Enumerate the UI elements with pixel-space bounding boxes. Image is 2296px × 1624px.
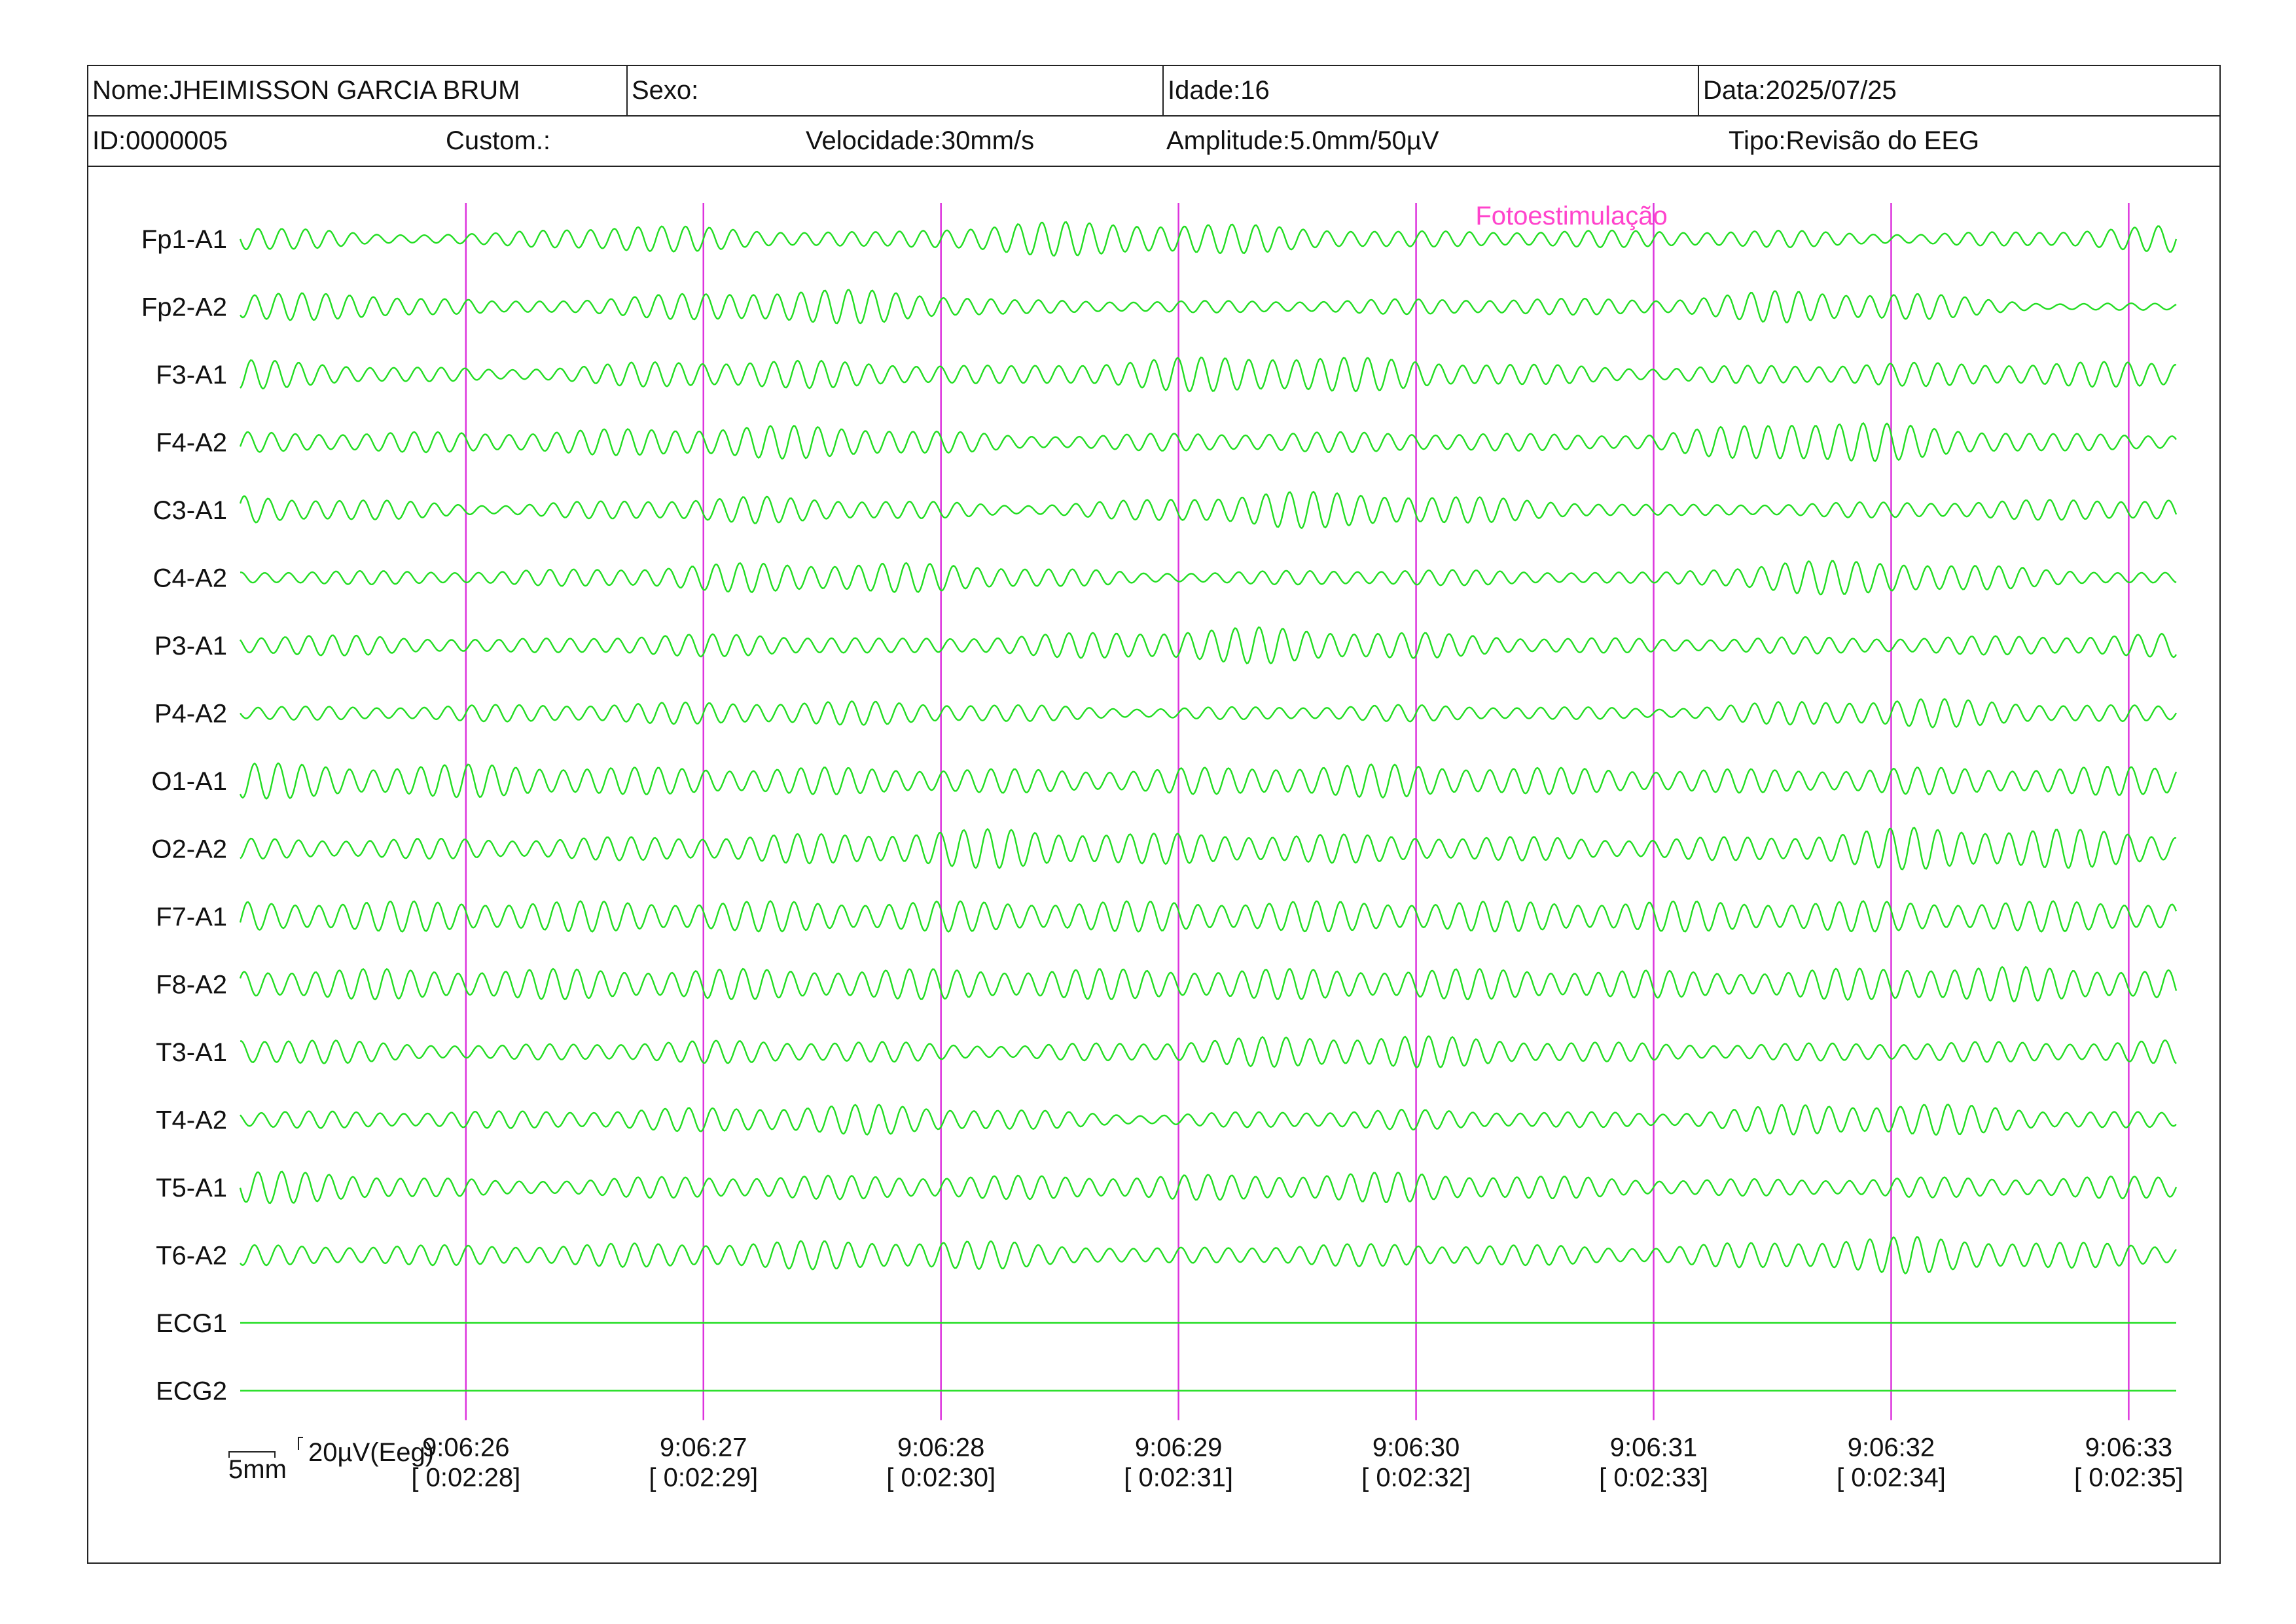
channel-label: Fp2-A2 (141, 293, 227, 322)
eeg-plot-area: 9:06:26[ 0:02:28] 9:06:27[ 0:02:29] 9:06:2… (88, 167, 2219, 1562)
time-clock-label: 9:06:33 (2085, 1434, 2172, 1462)
channel-label: F7-A1 (156, 903, 227, 931)
time-clock-label: 9:06:27 (660, 1434, 747, 1462)
amplitude-scale-label: 20µV(Eeg) (308, 1438, 435, 1467)
patient-id: ID:0000005 (92, 126, 228, 155)
channel-label: T4-A2 (156, 1106, 227, 1135)
eeg-traces-chart: 9:06:26[ 0:02:28] 9:06:27[ 0:02:29] 9:06:2… (141, 202, 2183, 1492)
channel-label: C3-A1 (153, 496, 227, 525)
time-clock-label: 9:06:32 (1848, 1434, 1935, 1462)
time-elapsed-label: [ 0:02:32] (1361, 1464, 1471, 1492)
time-clock-label: 9:06:29 (1135, 1434, 1222, 1462)
eeg-trace-c3-a1 (239, 490, 2178, 530)
time-clock-label: 9:06:26 (422, 1434, 509, 1462)
eeg-trace-f3-a1 (240, 356, 2177, 393)
eeg-trace-o1-a1 (239, 762, 2178, 800)
patient-name: Nome:JHEIMISSON GARCIA BRUM (92, 76, 520, 105)
channel-label: O2-A2 (151, 835, 227, 864)
channel-label: F3-A1 (156, 361, 227, 389)
time-elapsed-label: [ 0:02:31] (1124, 1464, 1233, 1492)
channel-label: O1-A1 (151, 767, 227, 796)
time-elapsed-label: [ 0:02:35] (2074, 1464, 2183, 1492)
time-scale-bracket (228, 1451, 276, 1458)
channel-label: T5-A1 (156, 1174, 227, 1202)
eeg-trace-p3-a1 (240, 626, 2178, 664)
exam-type: Tipo:Revisão do EEG (1729, 126, 1980, 155)
eeg-trace-t3-a1 (240, 1035, 2177, 1069)
channel-label: T3-A1 (156, 1038, 227, 1067)
eeg-trace-p4-a2 (240, 698, 2178, 729)
exam-date: Data:2025/07/25 (1698, 66, 2219, 115)
eeg-trace-fp1-a1 (239, 221, 2178, 257)
eeg-trace-t6-a2 (240, 1236, 2177, 1275)
eeg-trace-f8-a2 (239, 965, 2178, 1003)
channel-label: P4-A2 (154, 700, 227, 729)
eeg-trace-t5-a1 (239, 1170, 2178, 1204)
time-scale-label: 5mm (228, 1455, 287, 1484)
patient-age: Idade:16 (1162, 66, 1698, 115)
time-elapsed-label: [ 0:02:34] (1837, 1464, 1946, 1492)
channel-label: F4-A2 (156, 429, 227, 458)
eeg-trace-f7-a1 (239, 900, 2178, 933)
channel-label: T6-A2 (156, 1242, 227, 1271)
time-clock-label: 9:06:28 (897, 1434, 984, 1462)
eeg-trace-f4-a2 (239, 422, 2177, 463)
eeg-report-sheet: Nome:JHEIMISSON GARCIA BRUM Sexo: Idade:… (87, 65, 2221, 1564)
time-elapsed-label: [ 0:02:29] (649, 1464, 758, 1492)
patient-sex: Sexo: (626, 66, 1162, 115)
channel-label: P3-A1 (154, 632, 227, 660)
custom-field: Custom.: (446, 126, 551, 155)
channel-label: ECG1 (156, 1309, 227, 1338)
eeg-trace-fp2-a2 (240, 289, 2177, 325)
channel-label: ECG2 (156, 1377, 227, 1406)
channel-label: Fp1-A1 (141, 225, 227, 254)
stimulation-annotation: Fotoestimulação (1475, 202, 1667, 230)
eeg-trace-o2-a2 (240, 826, 2177, 871)
speed-setting: Velocidade:30mm/s (806, 126, 1035, 155)
time-elapsed-label: [ 0:02:33] (1599, 1464, 1708, 1492)
time-clock-label: 9:06:31 (1610, 1434, 1697, 1462)
channel-label: F8-A2 (156, 971, 227, 1000)
time-elapsed-label: [ 0:02:30] (886, 1464, 996, 1492)
eeg-trace-c4-a2 (240, 560, 2177, 596)
time-clock-label: 9:06:30 (1372, 1434, 1460, 1462)
time-elapsed-label: [ 0:02:28] (411, 1464, 520, 1492)
amplitude-setting: Amplitude:5.0mm/50µV (1166, 126, 1439, 155)
patient-header-row: Nome:JHEIMISSON GARCIA BRUM Sexo: Idade:… (88, 66, 2219, 117)
eeg-trace-t4-a2 (240, 1104, 2177, 1136)
channel-label: C4-A2 (153, 564, 227, 593)
amplitude-scale-bracket (298, 1437, 303, 1450)
exam-header-row: ID:0000005 Custom.: Velocidade:30mm/s Am… (88, 117, 2219, 167)
